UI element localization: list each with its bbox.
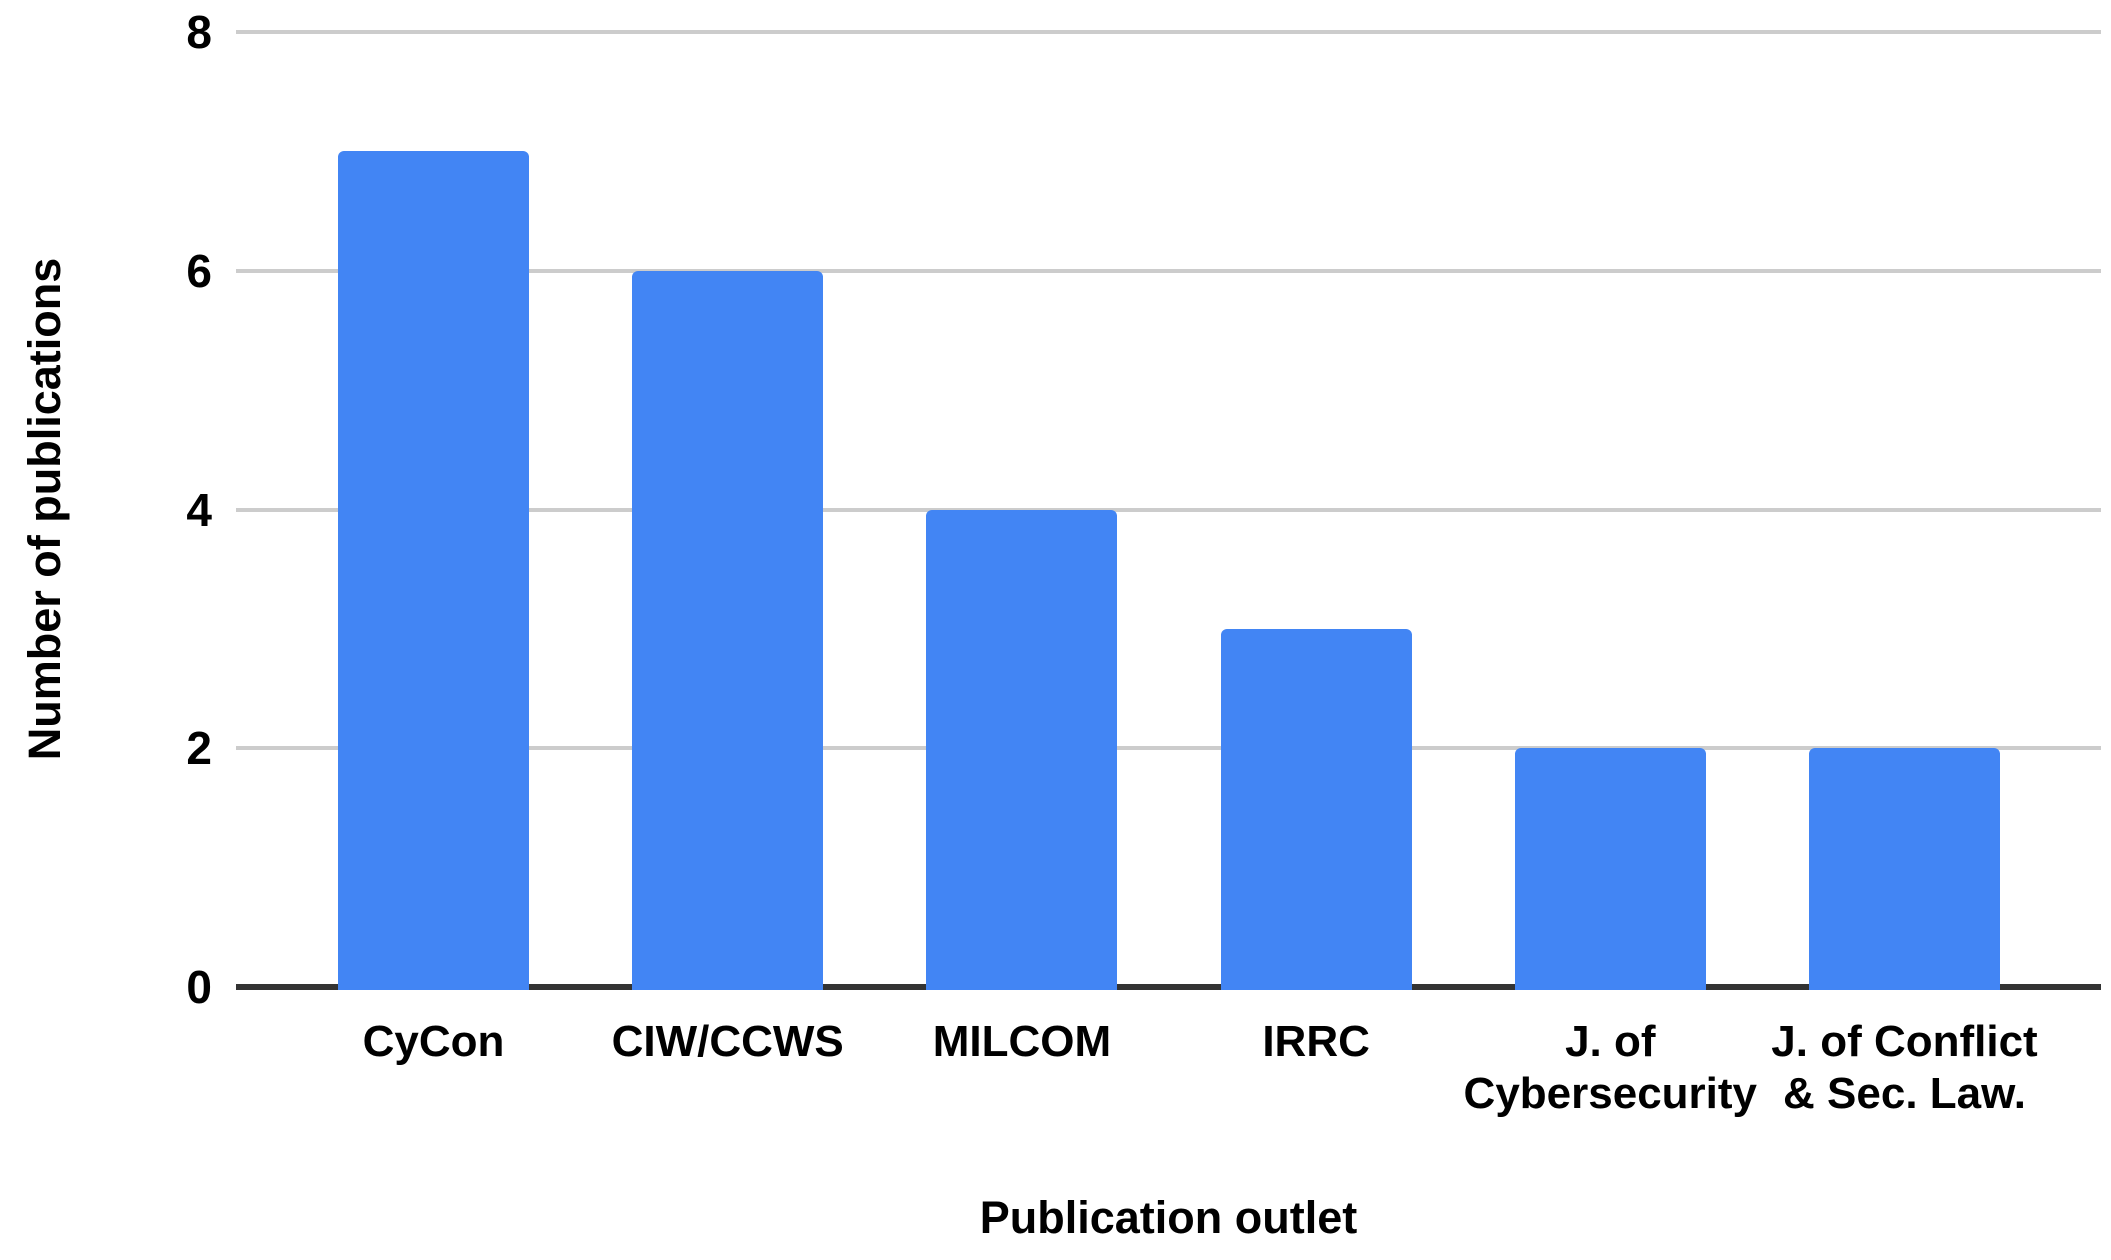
y-tick-label-8: 8: [186, 6, 212, 58]
x-category-label: MILCOM: [932, 1017, 1112, 1066]
x-axis-baseline: [236, 984, 2101, 990]
gridline-4: [236, 507, 2101, 512]
bar-j-of-conflict: [1809, 748, 2000, 990]
x-category-label: CIW/CCWS: [611, 1017, 844, 1066]
gridline-2: [236, 746, 2101, 751]
bar-cycon: [338, 151, 529, 990]
x-category-label: J. of Cybersecurity: [1463, 1017, 1758, 1118]
x-category-label: CyCon: [362, 1017, 505, 1066]
y-tick-label-0: 0: [186, 961, 212, 1013]
bar-ciw-ccws: [632, 270, 824, 990]
y-tick-label-6: 6: [186, 244, 212, 297]
gridline-8: [236, 30, 2101, 34]
bar-irrc: [1220, 628, 1412, 990]
x-category-label: J. of Conflict & Sec. Law.: [1771, 1017, 2038, 1118]
x-category-label: IRRC: [1262, 1017, 1370, 1066]
x-axis-title: Publication outlet: [979, 1192, 1358, 1243]
bar-milcom: [926, 509, 1118, 990]
y-tick-label-2: 2: [186, 722, 212, 775]
gridline-6: [236, 268, 2101, 273]
y-tick-label-4: 4: [186, 483, 212, 536]
bar-j-of: [1514, 748, 1706, 990]
